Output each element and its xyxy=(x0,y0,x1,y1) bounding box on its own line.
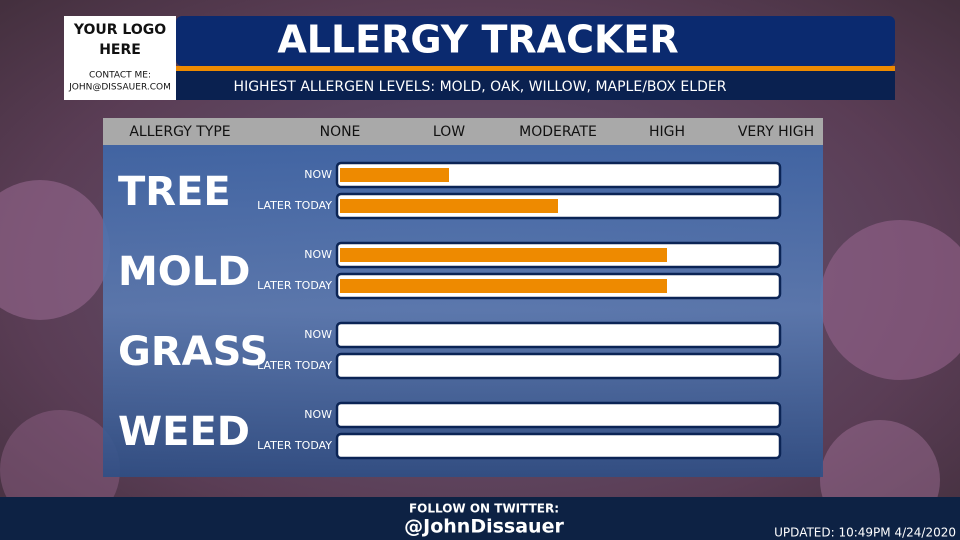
series-label: LATER TODAY xyxy=(257,279,332,292)
x-tick-label: HIGH xyxy=(649,124,685,140)
category-label: MOLD xyxy=(118,249,251,295)
x-tick-label: MODERATE xyxy=(519,124,597,140)
title-banner xyxy=(176,16,895,66)
bar-track xyxy=(335,352,782,380)
series-label: NOW xyxy=(304,248,332,261)
contact: JOHN@DISSAUER.COM xyxy=(68,83,171,93)
series-label: LATER TODAY xyxy=(257,199,332,212)
contact-label: CONTACT ME: xyxy=(89,71,151,81)
subtitle: HIGHEST ALLERGEN LEVELS: MOLD, OAK, WILL… xyxy=(234,79,727,95)
bar-track xyxy=(335,401,782,429)
series-label: NOW xyxy=(304,168,332,181)
series-label: NOW xyxy=(304,408,332,421)
plot: NONE LOW MODERATE HIGH VERY HIGH TREE NOW LATER… xyxy=(118,124,814,460)
x-tick-label: LOW xyxy=(433,124,465,140)
x-tick-label: NONE xyxy=(320,124,361,140)
logo-box xyxy=(64,16,176,100)
header-row xyxy=(103,118,823,145)
logo: YOUR LOGO HERE xyxy=(73,22,167,58)
category-label: WEED xyxy=(118,409,250,455)
handle: @JohnDissauer xyxy=(404,516,564,538)
series-label: LATER TODAY xyxy=(257,359,332,372)
logo-wrap: YOUR LOGO HERE xyxy=(73,22,167,58)
bar xyxy=(340,168,449,182)
category-header: ALLERGY TYPE xyxy=(129,124,230,140)
blur xyxy=(820,220,960,380)
series-label: LATER TODAY xyxy=(257,439,332,452)
subtitle-band xyxy=(176,71,895,100)
blur xyxy=(0,180,110,320)
bar-track xyxy=(335,432,782,460)
title: ALLERGY TRACKER xyxy=(277,18,678,62)
footer xyxy=(0,497,960,540)
follow: FOLLOW ON TWITTER: xyxy=(409,502,559,516)
bar xyxy=(340,199,558,213)
x-tick-label: VERY HIGH xyxy=(738,124,814,140)
updated: UPDATED: 10:49PM 4/24/2020 xyxy=(774,526,956,540)
stripe xyxy=(176,66,895,71)
bar xyxy=(340,248,667,262)
category-label: TREE xyxy=(118,169,231,215)
category-label: GRASS xyxy=(118,329,268,375)
bar-track xyxy=(335,321,782,349)
series-label: NOW xyxy=(304,328,332,341)
bar xyxy=(340,279,667,293)
